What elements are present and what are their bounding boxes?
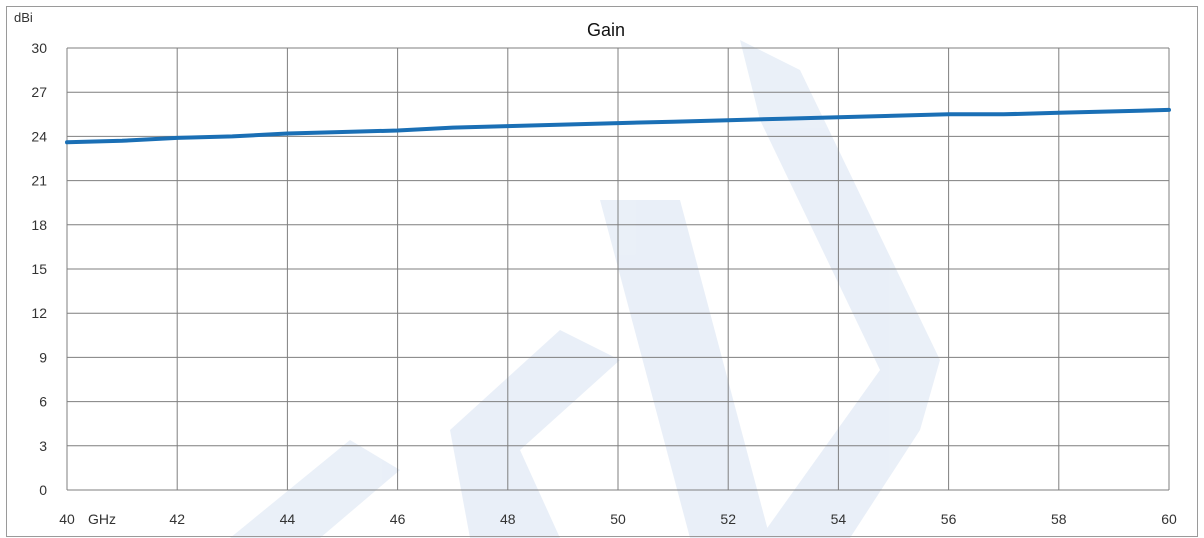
watermark-logo (230, 40, 940, 538)
y-tick-label: 12 (31, 305, 47, 321)
x-axis-label: GHz (88, 511, 116, 527)
x-tick-label: 44 (280, 511, 296, 527)
y-tick-labels: 0 3 6 9 12 15 18 21 24 27 30 (31, 40, 47, 498)
chart-title: Gain (587, 20, 625, 40)
x-tick-label: 40 (59, 511, 75, 527)
y-tick-label: 27 (31, 84, 47, 100)
y-tick-label: 18 (31, 217, 47, 233)
x-tick-label: 50 (610, 511, 626, 527)
y-tick-label: 30 (31, 40, 47, 56)
gain-series-line (65, 107, 1171, 145)
x-tick-label: 54 (831, 511, 847, 527)
x-tick-label: 58 (1051, 511, 1067, 527)
grid (66, 47, 1170, 491)
x-tick-label: 48 (500, 511, 516, 527)
y-tick-label: 15 (31, 261, 47, 277)
y-tick-label: 9 (39, 349, 47, 365)
y-tick-label: 0 (39, 482, 47, 498)
x-tick-label: 56 (941, 511, 957, 527)
series-lines (65, 107, 1171, 145)
y-tick-label: 21 (31, 173, 47, 189)
x-tick-label: 46 (390, 511, 406, 527)
x-tick-labels: 40 42 44 46 48 50 52 54 56 58 60 (59, 511, 1177, 527)
x-tick-label: 60 (1161, 511, 1177, 527)
y-tick-label: 24 (31, 128, 47, 144)
chart-frame (6, 6, 1198, 537)
y-tick-label: 6 (39, 394, 47, 410)
y-tick-label: 3 (39, 438, 47, 454)
x-tick-label: 52 (720, 511, 736, 527)
y-axis-label: dBi (14, 10, 33, 25)
x-tick-label: 42 (169, 511, 185, 527)
